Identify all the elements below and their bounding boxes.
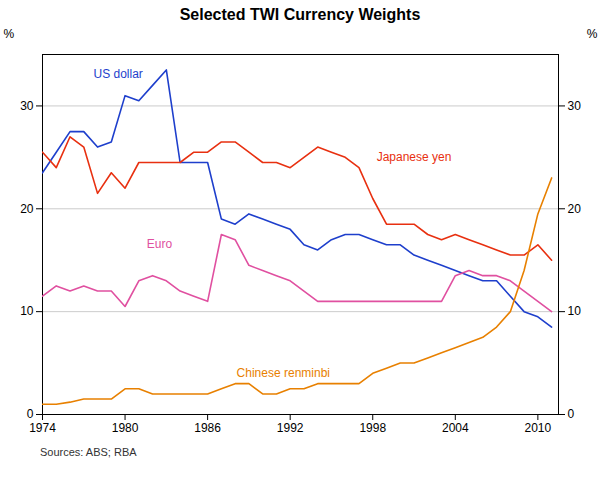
svg-text:1980: 1980 [112, 421, 139, 435]
svg-text:1986: 1986 [194, 421, 221, 435]
svg-text:0: 0 [27, 407, 34, 421]
svg-text:1974: 1974 [29, 421, 56, 435]
svg-text:Japanese yen: Japanese yen [377, 150, 452, 164]
svg-text:10: 10 [20, 304, 34, 318]
html-text:Selected TWI Currency Weights: Selected TWI Currency Weights [179, 6, 421, 23]
svg-text:1992: 1992 [277, 421, 304, 435]
svg-text:US dollar: US dollar [94, 67, 143, 81]
svg-text:2004: 2004 [442, 421, 469, 435]
svg-text:20: 20 [20, 202, 34, 216]
svg-text:1998: 1998 [359, 421, 386, 435]
svg-text:Chinese renminbi: Chinese renminbi [237, 366, 330, 380]
html-text:Sources: ABS; RBA: Sources: ABS; RBA [40, 446, 137, 458]
svg-text:2010: 2010 [525, 421, 552, 435]
svg-text:%: % [587, 27, 598, 41]
svg-text:0: 0 [568, 407, 575, 421]
svg-text:Euro: Euro [147, 237, 173, 251]
svg-text:%: % [4, 27, 15, 41]
svg-text:10: 10 [568, 304, 582, 318]
svg-text:30: 30 [568, 99, 582, 113]
svg-text:20: 20 [568, 202, 582, 216]
svg-text:30: 30 [20, 99, 34, 113]
